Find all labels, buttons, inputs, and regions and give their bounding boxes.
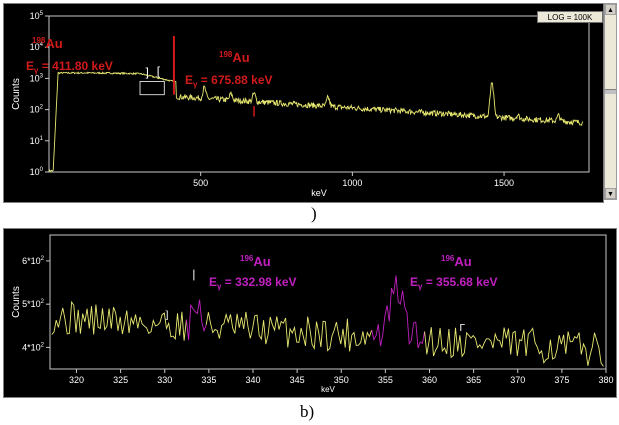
region-bracket-right: [ bbox=[157, 64, 161, 78]
x-tick-label-b: 370 bbox=[510, 375, 525, 385]
energy-label-675: Eγ = 675.88 keV bbox=[185, 73, 273, 89]
isotope-label-411: 198Au bbox=[32, 36, 63, 51]
x-tick-label-b: 360 bbox=[422, 375, 437, 385]
isotope-label-355: 196Au bbox=[441, 254, 472, 269]
x-tick-label-a: 1500 bbox=[494, 178, 514, 188]
x-tick-label-b: 330 bbox=[157, 375, 172, 385]
peak-region-line-b bbox=[185, 299, 207, 341]
spectrum-panel-a: 100 101 102 103 104 105 500 1000 1500 keV Counts] [… bbox=[3, 3, 604, 203]
isotope-label-675: 198Au bbox=[219, 50, 250, 65]
series-line-a bbox=[48, 71, 584, 172]
peak-region-line-b bbox=[371, 275, 426, 349]
plot-frame-a bbox=[48, 15, 590, 173]
energy-label-411: Eγ = 411.80 keV bbox=[26, 59, 113, 75]
x-axis-label-a: keV bbox=[311, 188, 327, 198]
y-tick-label-a: 105 bbox=[30, 11, 44, 21]
y-tick-label-b: 6*102 bbox=[22, 256, 45, 266]
x-tick-label-b: 355 bbox=[378, 375, 393, 385]
x-tick-label-a: 1000 bbox=[342, 178, 362, 188]
caption-b: b) bbox=[300, 402, 315, 421]
y-axis-label-b: Counts bbox=[11, 286, 22, 318]
x-tick-label-b: 350 bbox=[334, 375, 349, 385]
log-scale-button[interactable]: LOG = 100K bbox=[537, 11, 603, 23]
isotope-label-333: 196Au bbox=[240, 254, 271, 269]
x-tick-label-b: 335 bbox=[201, 375, 216, 385]
y-tick-label-b: 5*102 bbox=[22, 299, 45, 309]
x-tick-label-b: 325 bbox=[113, 375, 128, 385]
scroll-up-arrow-icon[interactable]: ▲ bbox=[605, 4, 616, 15]
series-line-b bbox=[424, 327, 604, 367]
scroll-down-arrow-icon[interactable]: ▼ bbox=[605, 188, 616, 199]
x-tick-label-b: 375 bbox=[554, 375, 569, 385]
x-tick-label-b: 340 bbox=[245, 375, 260, 385]
zoom-region-box bbox=[139, 81, 165, 96]
x-tick-label-b: 380 bbox=[598, 375, 613, 385]
y-tick-label-a: 103 bbox=[30, 73, 44, 83]
plot-frame-b bbox=[49, 234, 607, 370]
spectrum-panel-b: 4*102 5*102 6*102 320 325 330 335 340 345 350 355 3… bbox=[3, 228, 617, 398]
scroll-thumb[interactable] bbox=[605, 89, 616, 94]
series-line-b bbox=[51, 300, 187, 341]
energy-label-355: Eγ = 355.68 keV bbox=[410, 275, 498, 291]
region-bracket-b-left: ] bbox=[166, 310, 169, 321]
y-tick-label-a: 104 bbox=[30, 42, 44, 52]
spectrum-chart-b: 4*102 5*102 6*102 320 325 330 335 340 345 350 355 3… bbox=[11, 234, 614, 394]
caption-a: ) bbox=[311, 204, 317, 223]
x-tick-label-b: 320 bbox=[69, 375, 84, 385]
series-line-b bbox=[205, 311, 373, 352]
x-tick-label-b: 345 bbox=[290, 375, 305, 385]
x-axis-label-b: keV bbox=[321, 385, 335, 394]
region-bracket-left: ] bbox=[145, 65, 148, 79]
y-tick-label-a: 101 bbox=[30, 136, 44, 146]
y-tick-label-a: 102 bbox=[30, 105, 44, 115]
y-axis-label-a: Counts bbox=[11, 78, 22, 110]
y-tick-label-b: 4*102 bbox=[22, 342, 45, 352]
y-tick-label-a: 100 bbox=[30, 167, 44, 177]
vertical-scrollbar[interactable]: ▲ ▼ bbox=[604, 3, 617, 200]
spectrum-chart-a: 100 101 102 103 104 105 500 1000 1500 keV Counts] [… bbox=[11, 11, 590, 198]
x-tick-label-b: 365 bbox=[466, 375, 481, 385]
region-bracket-b-right: Γ bbox=[459, 323, 465, 334]
x-tick-label-a: 500 bbox=[193, 178, 208, 188]
energy-label-333: Eγ = 332.98 keV bbox=[209, 275, 297, 291]
